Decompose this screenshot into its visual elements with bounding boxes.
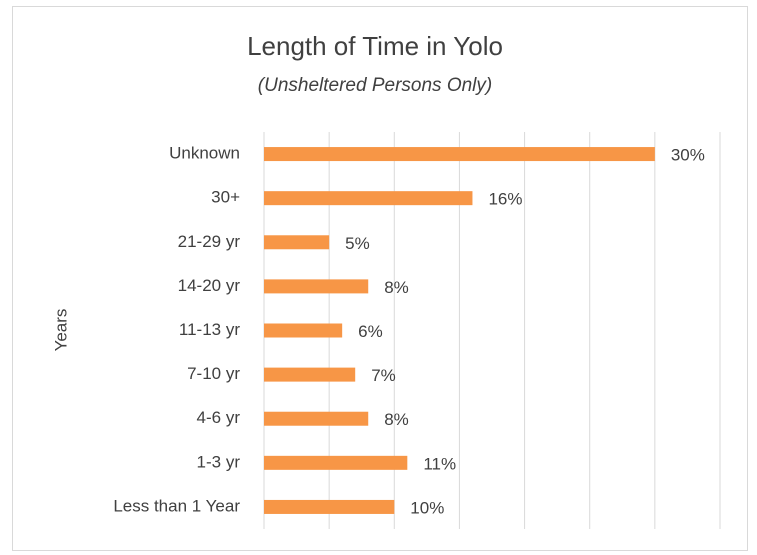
bar [264,191,473,206]
bar [264,455,408,470]
y-tick-label: Unknown [169,144,240,163]
data-label: 7% [371,366,396,385]
bar [264,147,655,162]
bar [264,411,369,426]
y-tick-label: 21-29 yr [178,232,241,251]
chart-title: Length of Time in Yolo [247,31,503,61]
y-tick-label: 14-20 yr [178,276,241,295]
y-tick-label: 11-13 yr [179,320,240,339]
data-label: 16% [488,190,522,209]
y-tick-label: 1-3 yr [197,452,241,471]
data-label: 6% [358,322,383,341]
y-tick-label: 7-10 yr [187,364,240,383]
y-tick-label: Less than 1 Year [113,496,240,515]
bar [264,499,395,514]
data-label: 5% [345,234,370,253]
data-label: 30% [671,146,705,165]
y-tick-label: 4-6 yr [197,408,241,427]
y-axis-label: Years [51,309,70,352]
data-label: 8% [384,410,409,429]
data-label: 8% [384,278,409,297]
bar [264,367,356,382]
bar [264,235,330,250]
bar [264,279,369,294]
bar [264,323,343,338]
data-label: 10% [410,498,444,517]
data-label: 11% [423,454,456,473]
y-tick-label: 30+ [211,188,240,207]
chart-subtitle: (Unsheltered Persons Only) [258,75,492,96]
